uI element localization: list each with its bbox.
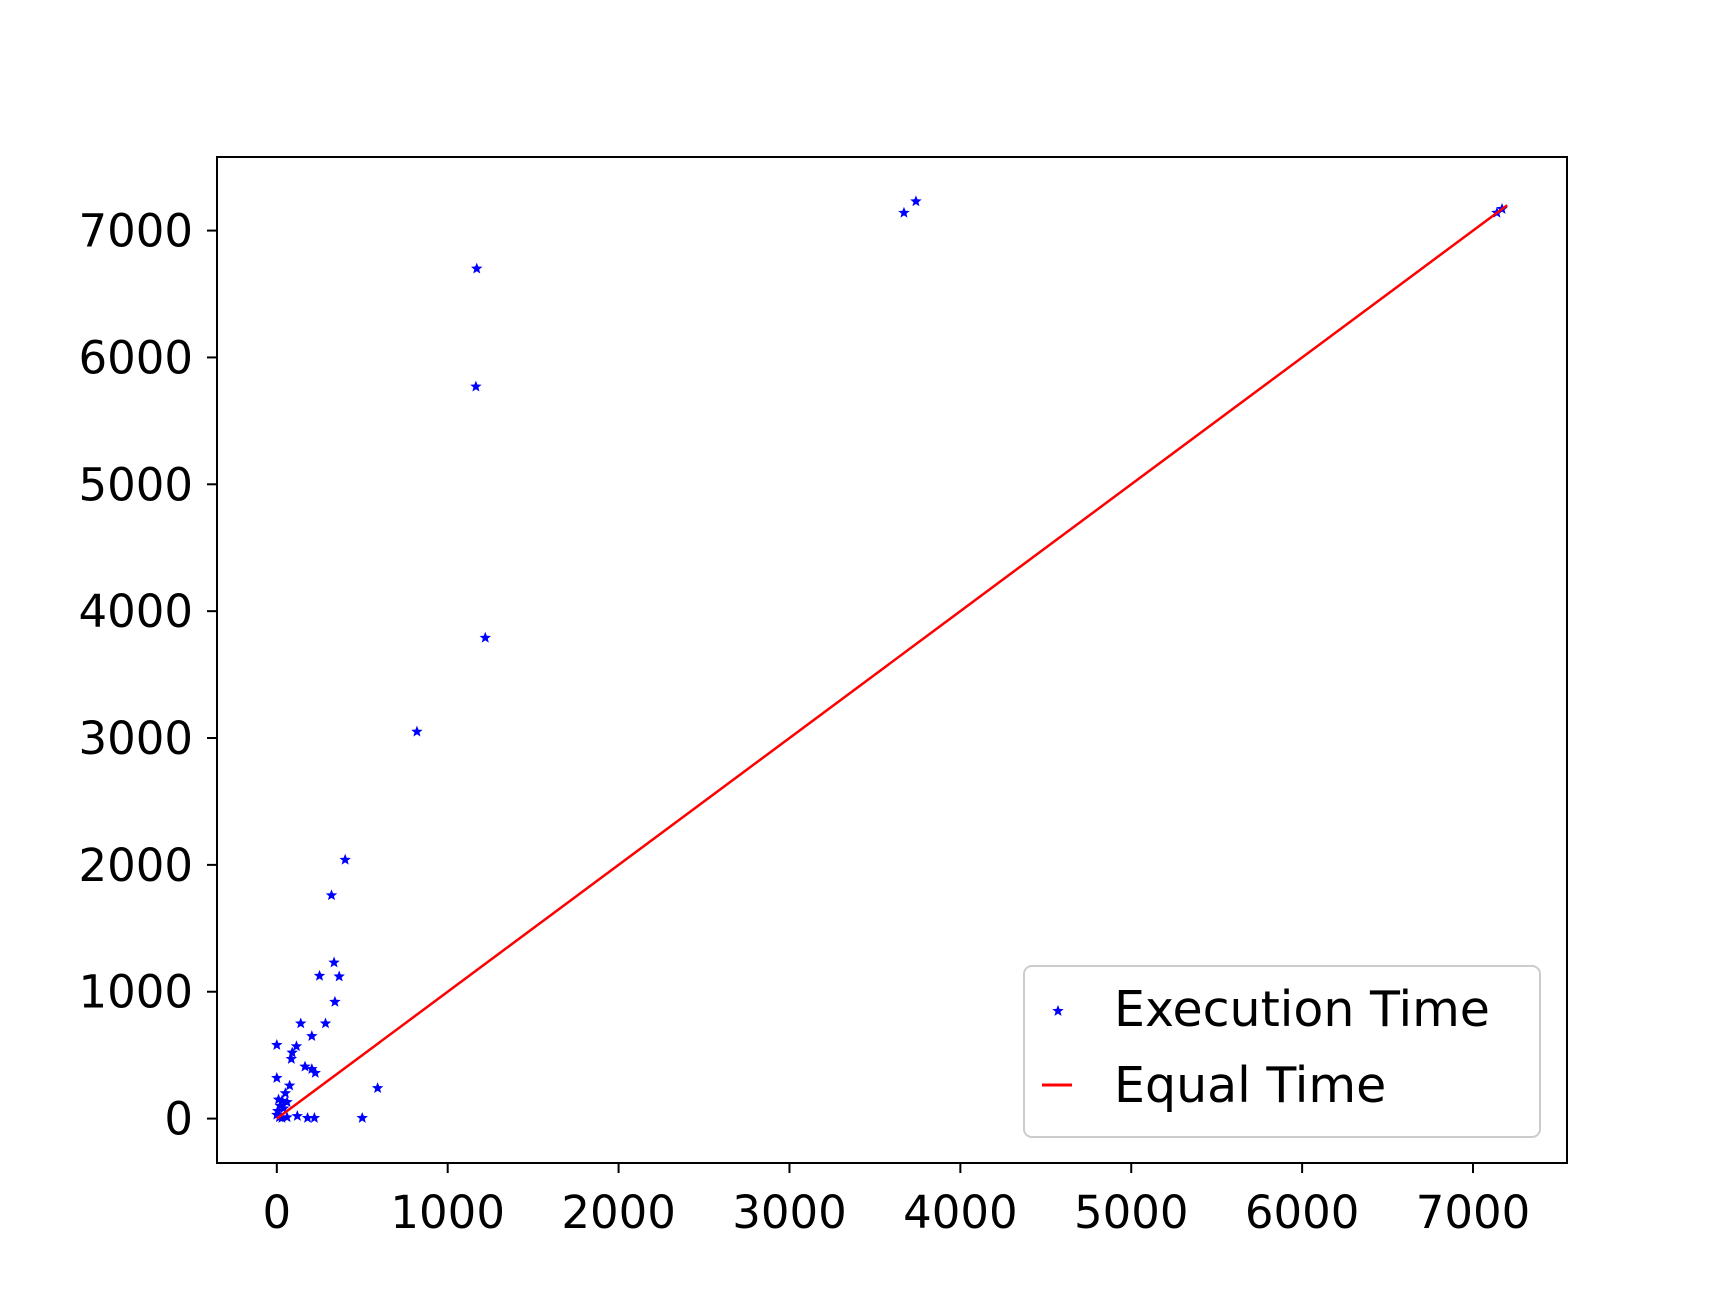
- y-tick-label: 2000: [78, 839, 193, 892]
- execution-time-point: [329, 995, 341, 1007]
- x-tick-label: 7000: [1416, 1186, 1531, 1239]
- execution-time-point: [333, 970, 345, 982]
- legend: Execution Time Equal Time: [1023, 965, 1541, 1138]
- execution-time-point: [328, 956, 340, 968]
- execution-time-point: [356, 1111, 368, 1123]
- execution-time-point: [281, 1096, 293, 1107]
- x-tick-label: 6000: [1245, 1186, 1360, 1239]
- execution-time-point: [277, 1102, 290, 1114]
- execution-time-point: [301, 1111, 314, 1123]
- legend-marker-execution-time: [1052, 1005, 1064, 1016]
- y-tick-label: 0: [164, 1093, 193, 1146]
- execution-time-point: [471, 262, 483, 274]
- execution-time-point: [898, 206, 910, 218]
- execution-time-point: [271, 1039, 283, 1050]
- execution-time-point: [271, 1072, 283, 1083]
- execution-time-point: [306, 1030, 318, 1041]
- execution-time-point: [313, 969, 326, 981]
- execution-time-point: [411, 725, 423, 737]
- execution-time-point: [470, 380, 482, 392]
- execution-time-point: [271, 1108, 283, 1120]
- y-tick-label: 7000: [78, 205, 193, 258]
- execution-time-point: [279, 1087, 292, 1099]
- legend-label-equal-time: Equal Time: [1114, 1057, 1386, 1114]
- y-tick-label: 5000: [78, 458, 193, 511]
- execution-time-point: [479, 631, 491, 643]
- x-tick-label: 0: [262, 1186, 291, 1239]
- legend-label-execution-time: Execution Time: [1114, 981, 1490, 1038]
- execution-time-point: [290, 1040, 303, 1052]
- y-tick-label: 4000: [78, 585, 193, 638]
- y-tick-label: 1000: [78, 966, 193, 1019]
- y-axis: 0 1000 2000 3000 4000 5000 6000 7000: [78, 205, 217, 1146]
- execution-time-point: [283, 1079, 296, 1091]
- execution-time-point: [285, 1052, 298, 1064]
- legend-box: [1023, 965, 1541, 1138]
- execution-time-point: [371, 1082, 384, 1094]
- execution-time-point: [309, 1066, 321, 1078]
- x-tick-label: 3000: [732, 1186, 847, 1239]
- x-axis: 0 1000 2000 3000 4000 5000 6000 7000: [262, 1163, 1530, 1239]
- x-tick-label: 2000: [561, 1186, 676, 1239]
- execution-time-point: [299, 1060, 311, 1072]
- execution-time-point: [276, 1111, 288, 1123]
- execution-time-point: [281, 1111, 293, 1123]
- axes-frame: [216, 156, 1568, 1164]
- y-tick-label: 6000: [78, 331, 193, 384]
- x-tick-label: 4000: [903, 1186, 1018, 1239]
- execution-time-point: [910, 195, 922, 207]
- star-icon: [1052, 1005, 1064, 1016]
- execution-time-point: [308, 1111, 321, 1123]
- x-tick-label: 5000: [1074, 1186, 1189, 1239]
- execution-time-point: [286, 1046, 298, 1058]
- execution-time-point: [306, 1063, 318, 1074]
- execution-time-point: [291, 1110, 304, 1121]
- execution-time-point: [339, 853, 351, 865]
- equal-time-line: [276, 204, 1508, 1120]
- y-tick-label: 3000: [78, 712, 193, 765]
- execution-time-point: [325, 889, 338, 901]
- execution-time-point: [295, 1017, 307, 1029]
- execution-time-point: [319, 1017, 332, 1029]
- series-layer: [271, 195, 1508, 1123]
- x-tick-label: 1000: [390, 1186, 505, 1239]
- execution-time-point: [274, 1099, 286, 1111]
- execution-time-point: [271, 1104, 284, 1116]
